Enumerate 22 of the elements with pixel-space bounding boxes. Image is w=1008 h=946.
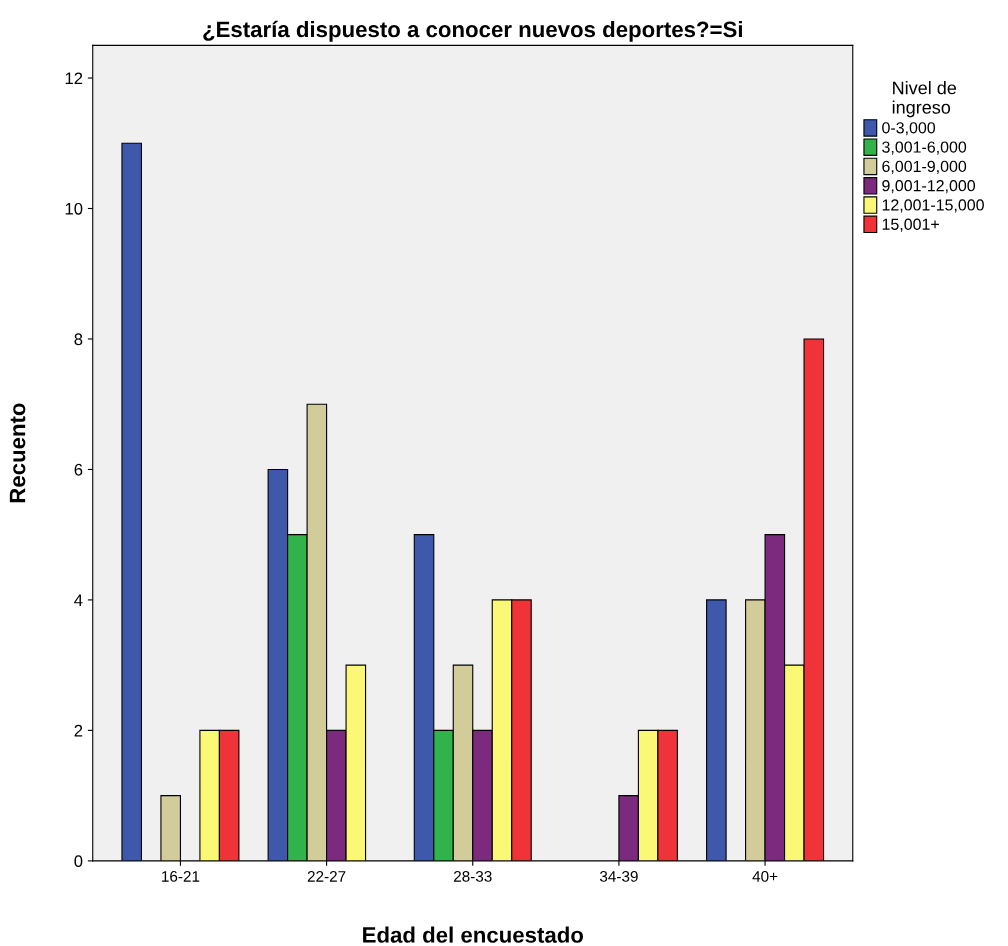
legend-title: Nivel de ingreso bbox=[892, 81, 957, 118]
chart-title: ¿Estaría dispuesto a conocer nuevos deportes?=Si bbox=[203, 20, 742, 42]
y-tick-label: 10 bbox=[65, 202, 83, 215]
legend-label: 15,001+ bbox=[882, 218, 939, 232]
x-tick-label: 28-33 bbox=[453, 870, 492, 882]
y-tick-label: 4 bbox=[74, 594, 83, 606]
y-tick-label: 2 bbox=[74, 724, 83, 737]
legend-label: 0-3,000 bbox=[882, 122, 936, 136]
legend-label: 12,001-15,000 bbox=[882, 199, 984, 213]
y-tick-label: 0 bbox=[74, 855, 83, 868]
x-tick-label: 34-39 bbox=[599, 870, 638, 882]
y-tick-label: 12 bbox=[65, 72, 83, 85]
y-tick-label: 6 bbox=[74, 463, 83, 476]
legend-label: 3,001-6,000 bbox=[882, 141, 967, 155]
legend-label: 6,001-9,000 bbox=[882, 160, 967, 174]
x-axis-title: Edad del encuestado bbox=[363, 926, 584, 943]
x-tick-label: 16-21 bbox=[162, 870, 200, 882]
legend-label: 9,001-12,000 bbox=[882, 180, 976, 194]
y-tick-label: 8 bbox=[74, 333, 83, 346]
y-axis-title: Recuento bbox=[9, 403, 26, 503]
x-tick-label: 40+ bbox=[752, 870, 778, 882]
x-tick-label: 22-27 bbox=[307, 870, 346, 882]
